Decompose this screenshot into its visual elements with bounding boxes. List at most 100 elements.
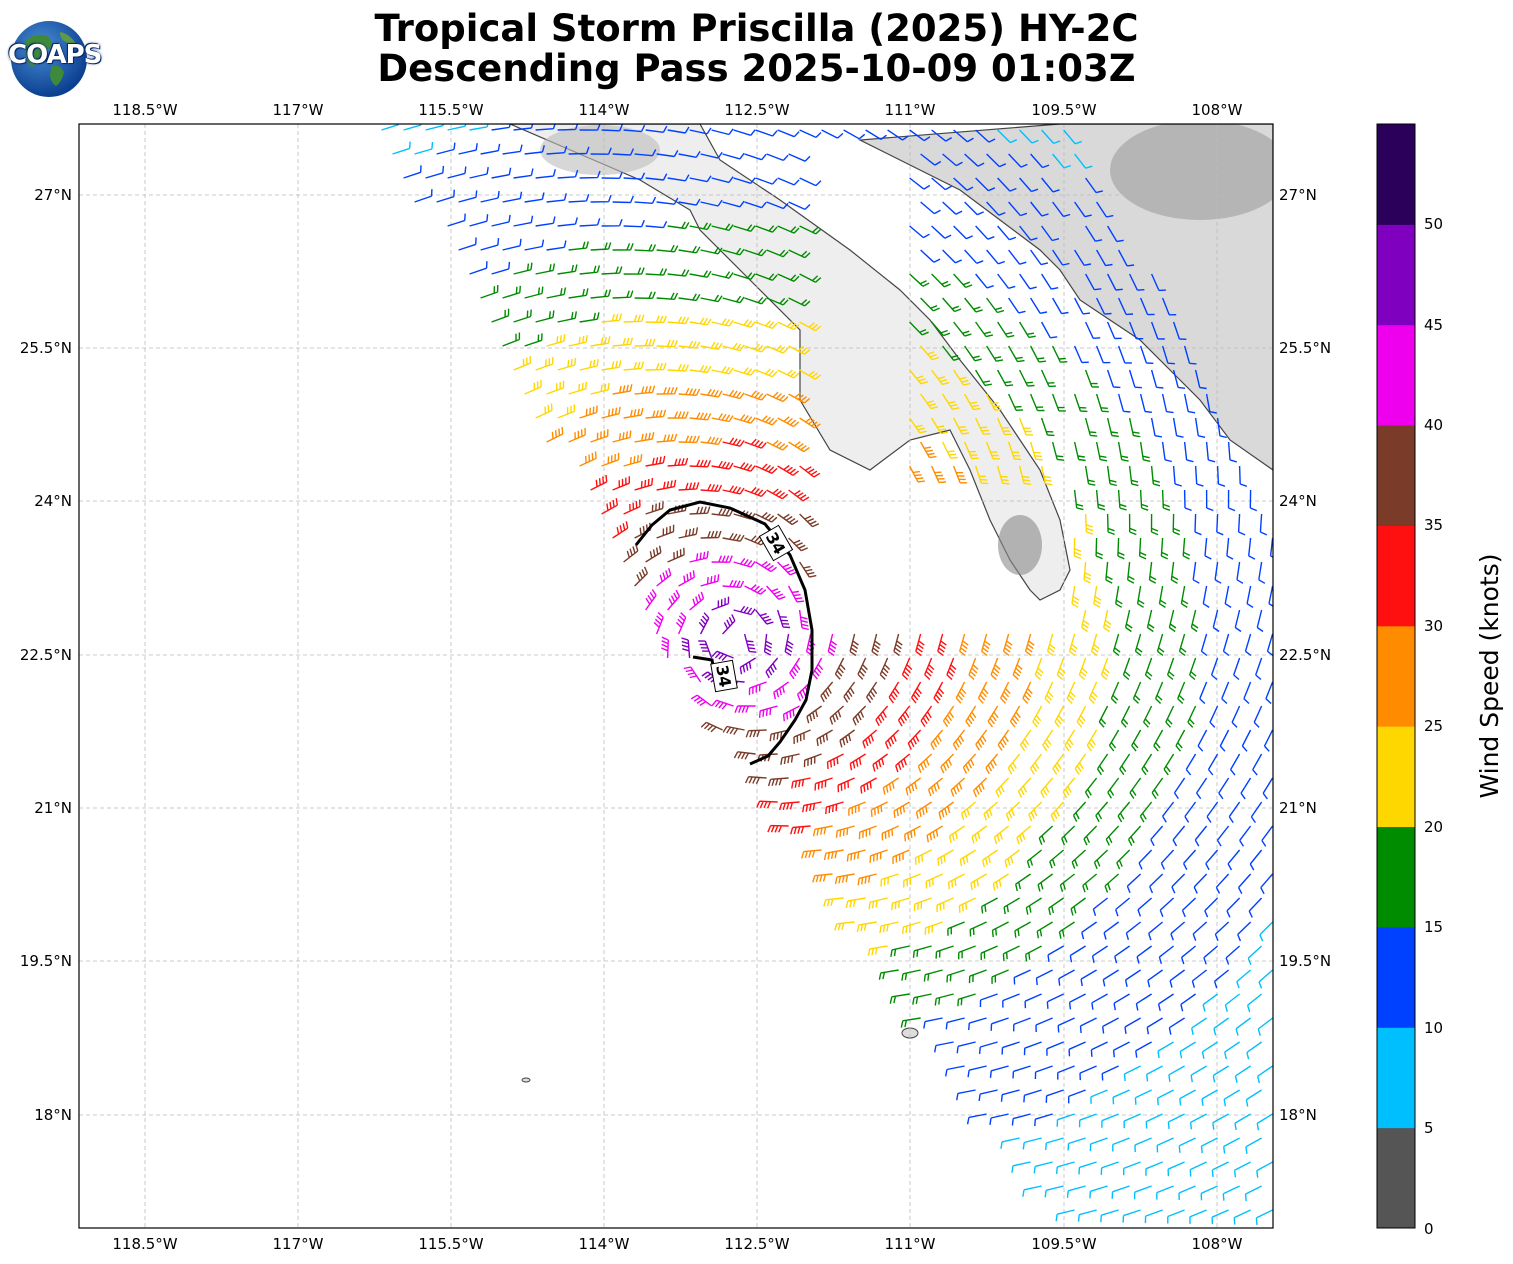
wind-barb (1236, 969, 1252, 989)
wind-barb (546, 380, 565, 395)
wind-barb (981, 897, 998, 914)
wind-barb (942, 201, 963, 215)
wind-barb (1162, 801, 1175, 823)
wind-barb (1163, 753, 1175, 776)
wind-barb (1246, 993, 1263, 1013)
wind-barb (524, 192, 545, 203)
wind-barb (1071, 849, 1087, 869)
wind-barb (645, 409, 667, 419)
wind-barb (966, 1113, 987, 1125)
wind-barb (1183, 345, 1197, 365)
wind-barb (1070, 897, 1087, 916)
wind-barb (656, 524, 675, 539)
wind-barb (1194, 369, 1207, 390)
lat-tick-right: 24°N (1279, 492, 1317, 510)
wind-barb (958, 897, 976, 913)
wind-barb (940, 753, 955, 774)
wind-barb (590, 429, 609, 443)
wind-barb (763, 633, 773, 656)
wind-barb (1029, 441, 1043, 461)
wind-barb (683, 666, 702, 683)
wind-barb (1123, 1113, 1141, 1129)
wind-barb (667, 457, 689, 467)
wind-barb (1165, 705, 1175, 728)
wind-barb (1203, 945, 1219, 965)
wind-barb (656, 479, 677, 491)
wind-barb (546, 193, 567, 203)
wind-barb (1045, 1089, 1064, 1103)
wind-barb (1102, 969, 1119, 987)
wind-barb (1000, 1089, 1020, 1102)
wind-barb (942, 393, 960, 410)
wind-barb (634, 477, 654, 491)
wind-barb (1018, 369, 1035, 387)
wind-barb (793, 729, 811, 745)
lon-tick-bottom: 112.5°W (724, 1235, 789, 1253)
wind-barb (1200, 1137, 1218, 1154)
wind-barb (1106, 465, 1117, 487)
wind-barb (1136, 585, 1145, 608)
wind-barb (1095, 249, 1113, 267)
wind-barb (1141, 753, 1153, 776)
wind-barb (948, 825, 965, 843)
wind-barb (1095, 537, 1103, 560)
wind-barb (700, 530, 722, 539)
wind-barb (1173, 777, 1186, 799)
wind-barb (1246, 585, 1254, 608)
wind-barb (1105, 825, 1120, 846)
wind-barb (1078, 1113, 1097, 1128)
wind-barb (1177, 681, 1186, 704)
wind-barb (1213, 969, 1230, 989)
lon-tick-top: 112.5°W (724, 101, 789, 119)
wind-barb (1049, 849, 1065, 869)
wind-barb (634, 291, 656, 299)
wind-barb (952, 729, 966, 751)
wind-barb (1106, 273, 1123, 291)
wind-barb (799, 417, 821, 429)
wind-barb (1034, 657, 1044, 681)
wind-barb (1008, 201, 1028, 217)
wind-barb (991, 969, 1009, 984)
lat-tick-left: 27°N (34, 186, 72, 204)
wind-barb (1269, 537, 1273, 558)
wind-barb (1161, 345, 1175, 365)
wind-barb (1135, 1041, 1152, 1058)
wind-barb (678, 245, 701, 254)
wind-barb (1237, 513, 1246, 536)
wind-barb (1113, 993, 1130, 1011)
wind-barb (766, 201, 789, 210)
wind-barb (938, 801, 955, 820)
wind-barb (1243, 681, 1252, 705)
wind-barb (1150, 417, 1163, 438)
wind-barb (623, 454, 643, 467)
wind-barb (941, 441, 958, 459)
wind-barb (579, 265, 601, 275)
wind-barb (912, 945, 932, 958)
wind-barb (1127, 825, 1142, 847)
wind-barb (1068, 993, 1086, 1010)
wind-barb (945, 1017, 965, 1030)
wind-barb (711, 699, 734, 710)
wind-barb (870, 801, 888, 817)
wind-barb (1167, 1161, 1185, 1177)
wind-barb (1119, 753, 1131, 776)
wind-barb (986, 201, 1006, 216)
wind-barb (953, 129, 974, 143)
wind-barb (557, 217, 578, 227)
colorbar-segment (1377, 224, 1415, 326)
wind-barb (744, 343, 767, 353)
wind-barb (700, 388, 723, 398)
wind-barb (1215, 873, 1230, 894)
wind-barb (653, 611, 664, 635)
wind-barb (590, 194, 612, 203)
wind-barb (812, 873, 833, 883)
wind-barb (458, 237, 477, 251)
colorbar-segment (1377, 625, 1415, 727)
wind-barb (956, 1089, 976, 1101)
wind-barb (1078, 657, 1088, 681)
wind-barb (767, 824, 789, 833)
wind-barb (862, 729, 878, 749)
wind-barb (796, 681, 812, 702)
wind-barb (1044, 1185, 1064, 1198)
wind-barb (1066, 1185, 1086, 1198)
